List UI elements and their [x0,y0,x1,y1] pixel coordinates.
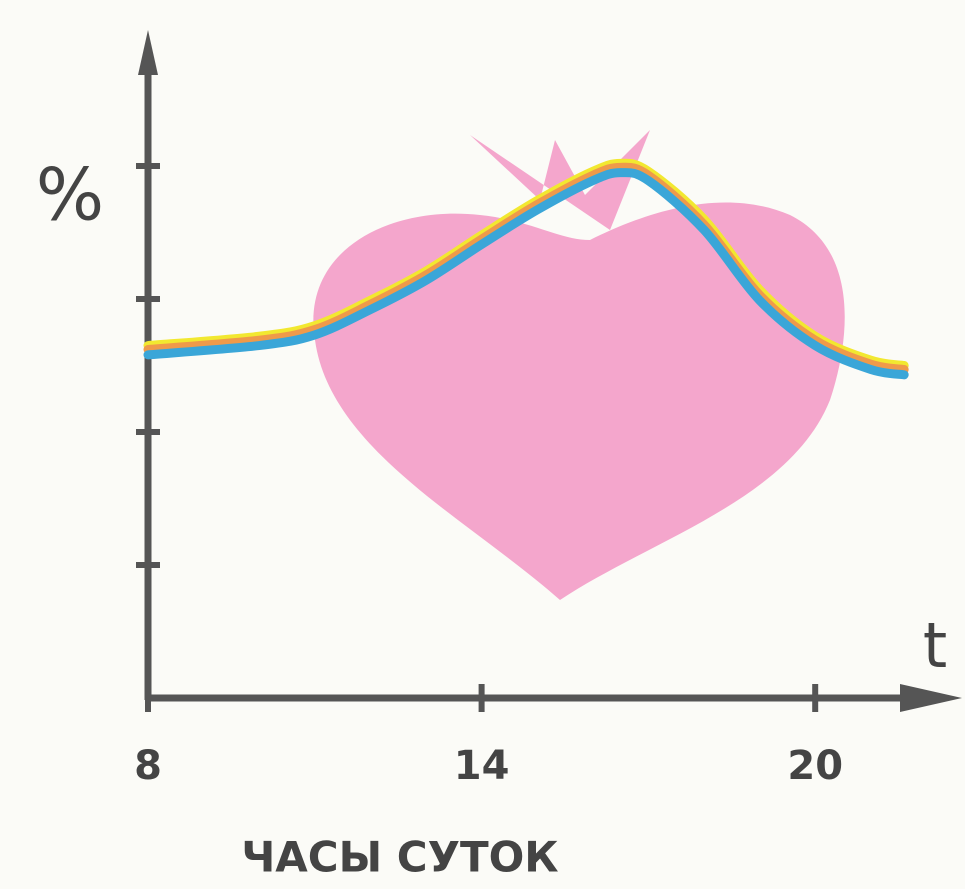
y-axis-label: % [36,153,104,237]
caption: ЧАСЫ СУТОК [241,833,558,882]
data-line [143,168,909,380]
beet-illustration [313,130,845,600]
x-axis-label: t [923,609,947,682]
x-tick-label: 8 [134,743,162,789]
x-tick-label: 20 [787,743,843,789]
y-axis-arrow [138,30,158,75]
x-tick-label: 14 [454,743,510,789]
x-axis-arrow [900,684,962,712]
